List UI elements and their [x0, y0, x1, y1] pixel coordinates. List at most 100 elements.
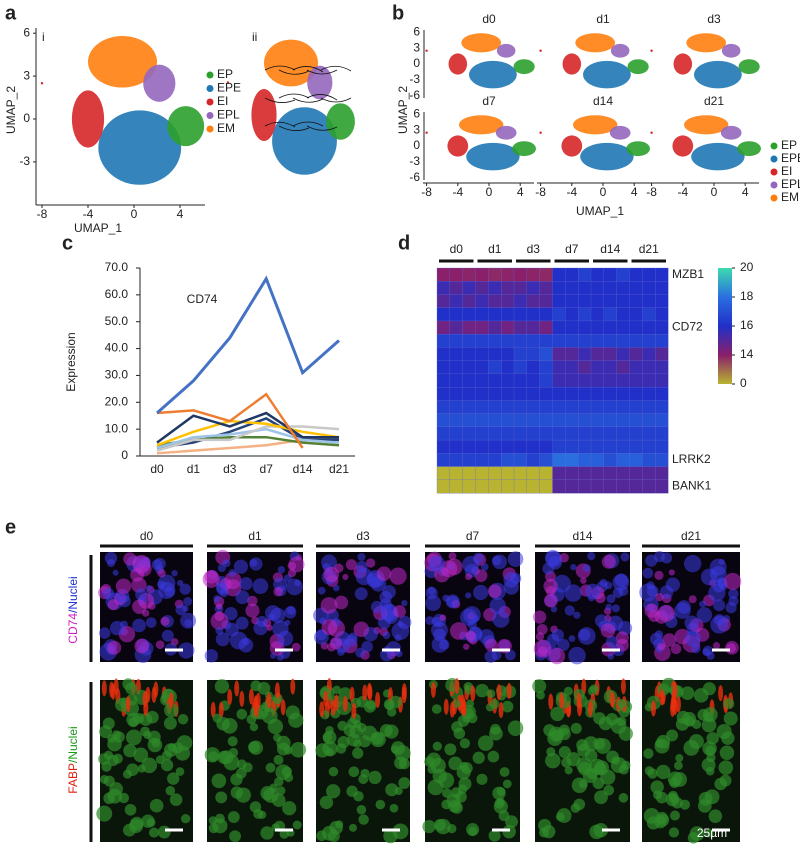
- stain: [496, 684, 502, 701]
- heatmap-cell: [475, 360, 489, 375]
- stain: [564, 605, 575, 616]
- stain: [177, 714, 189, 725]
- heatmap-cell: [590, 294, 605, 309]
- stain: [477, 735, 494, 751]
- column-group-label: d14: [600, 242, 620, 256]
- stain: [535, 632, 545, 641]
- stain: [210, 701, 216, 718]
- heatmap-cell: [655, 453, 669, 467]
- heatmap-cell: [475, 439, 489, 454]
- heatmap-cell: [436, 373, 451, 388]
- stain: [618, 764, 629, 775]
- legend-marker: [206, 112, 214, 119]
- stain: [151, 559, 163, 571]
- data-line: [156, 425, 340, 452]
- stain: [606, 594, 616, 604]
- stain: [542, 824, 556, 839]
- heatmap-cell: [488, 360, 502, 375]
- cluster-cloud: [694, 60, 742, 89]
- y-tick-label: 0: [413, 56, 420, 70]
- heatmap-cell: [578, 281, 592, 295]
- heatmap-cell: [565, 267, 579, 282]
- stain: [354, 587, 368, 601]
- heatmap-cell: [616, 373, 630, 388]
- column-label: d7: [466, 529, 480, 543]
- stain: [683, 554, 702, 573]
- heatmap-cell: [590, 479, 605, 494]
- stain: [433, 819, 446, 832]
- stain: [351, 702, 357, 719]
- heatmap-cell: [449, 479, 464, 494]
- y-tick-label: -3: [409, 154, 420, 168]
- cluster-cloud: [720, 125, 742, 140]
- cluster-cloud: [575, 33, 616, 53]
- heatmap-cell: [513, 347, 528, 362]
- stain: [595, 738, 611, 754]
- stain: [712, 580, 725, 593]
- stain: [718, 760, 734, 775]
- stain: [643, 808, 660, 824]
- stain: [145, 584, 152, 592]
- stain: [655, 593, 664, 602]
- stain: [133, 747, 149, 763]
- stain: [132, 599, 147, 614]
- stain: [580, 577, 587, 584]
- cluster-cloud: [686, 33, 727, 53]
- heatmap-cell: [629, 334, 643, 348]
- stain: [382, 631, 391, 640]
- heatmap-cell: [475, 373, 489, 388]
- stain: [489, 597, 506, 615]
- cluster-cloud: [609, 125, 631, 140]
- heatmap-cell: [526, 360, 541, 375]
- heatmap-cell: [526, 307, 541, 322]
- heatmap-cell: [578, 294, 592, 309]
- heatmap-cell: [501, 347, 515, 362]
- velocity-arrow: [278, 93, 310, 99]
- stain: [669, 810, 680, 821]
- cluster-cloud: [167, 106, 205, 147]
- stain: [465, 592, 472, 599]
- stain: [506, 682, 512, 699]
- heatmap-cell: [629, 466, 643, 481]
- heatmap-cell: [552, 360, 566, 375]
- stain: [472, 751, 485, 764]
- stain: [718, 558, 725, 566]
- stain: [448, 756, 463, 771]
- stain: [239, 690, 245, 707]
- heatmap-cell: [488, 413, 502, 428]
- stain: [332, 685, 341, 694]
- stain: [140, 726, 151, 737]
- y-tick-label: 60.0: [105, 287, 129, 301]
- x-tick-label: -4: [452, 185, 463, 199]
- legend-marker: [770, 142, 778, 150]
- stain: [342, 573, 349, 580]
- stain: [326, 784, 341, 799]
- heatmap-cell: [462, 267, 476, 282]
- heatmap-cell: [629, 439, 643, 454]
- data-line: [156, 275, 340, 415]
- stain: [277, 630, 294, 647]
- heatmap-cell: [436, 360, 451, 375]
- legend-label: EI: [781, 164, 792, 178]
- stain: [564, 584, 582, 602]
- stain: [448, 552, 457, 561]
- heatmap-cell: [552, 466, 566, 481]
- heatmap-cell: [590, 453, 605, 467]
- heatmap-cell: [488, 320, 502, 335]
- stain: [548, 647, 566, 665]
- heatmap-cell: [616, 360, 630, 375]
- stain: [439, 614, 447, 621]
- stain: [401, 687, 407, 704]
- stain: [582, 564, 591, 573]
- stain: [330, 699, 336, 716]
- legend-label: EPE: [781, 151, 800, 165]
- stain: [496, 787, 506, 796]
- heatmap-cell: [475, 413, 489, 428]
- cluster-cloud: [469, 60, 517, 89]
- legend-marker: [206, 125, 214, 133]
- stain: [149, 798, 164, 813]
- stain: [268, 613, 275, 620]
- column-group-label: d21: [639, 242, 659, 256]
- heatmap-cell: [436, 334, 451, 348]
- heatmap-cell: [642, 320, 656, 335]
